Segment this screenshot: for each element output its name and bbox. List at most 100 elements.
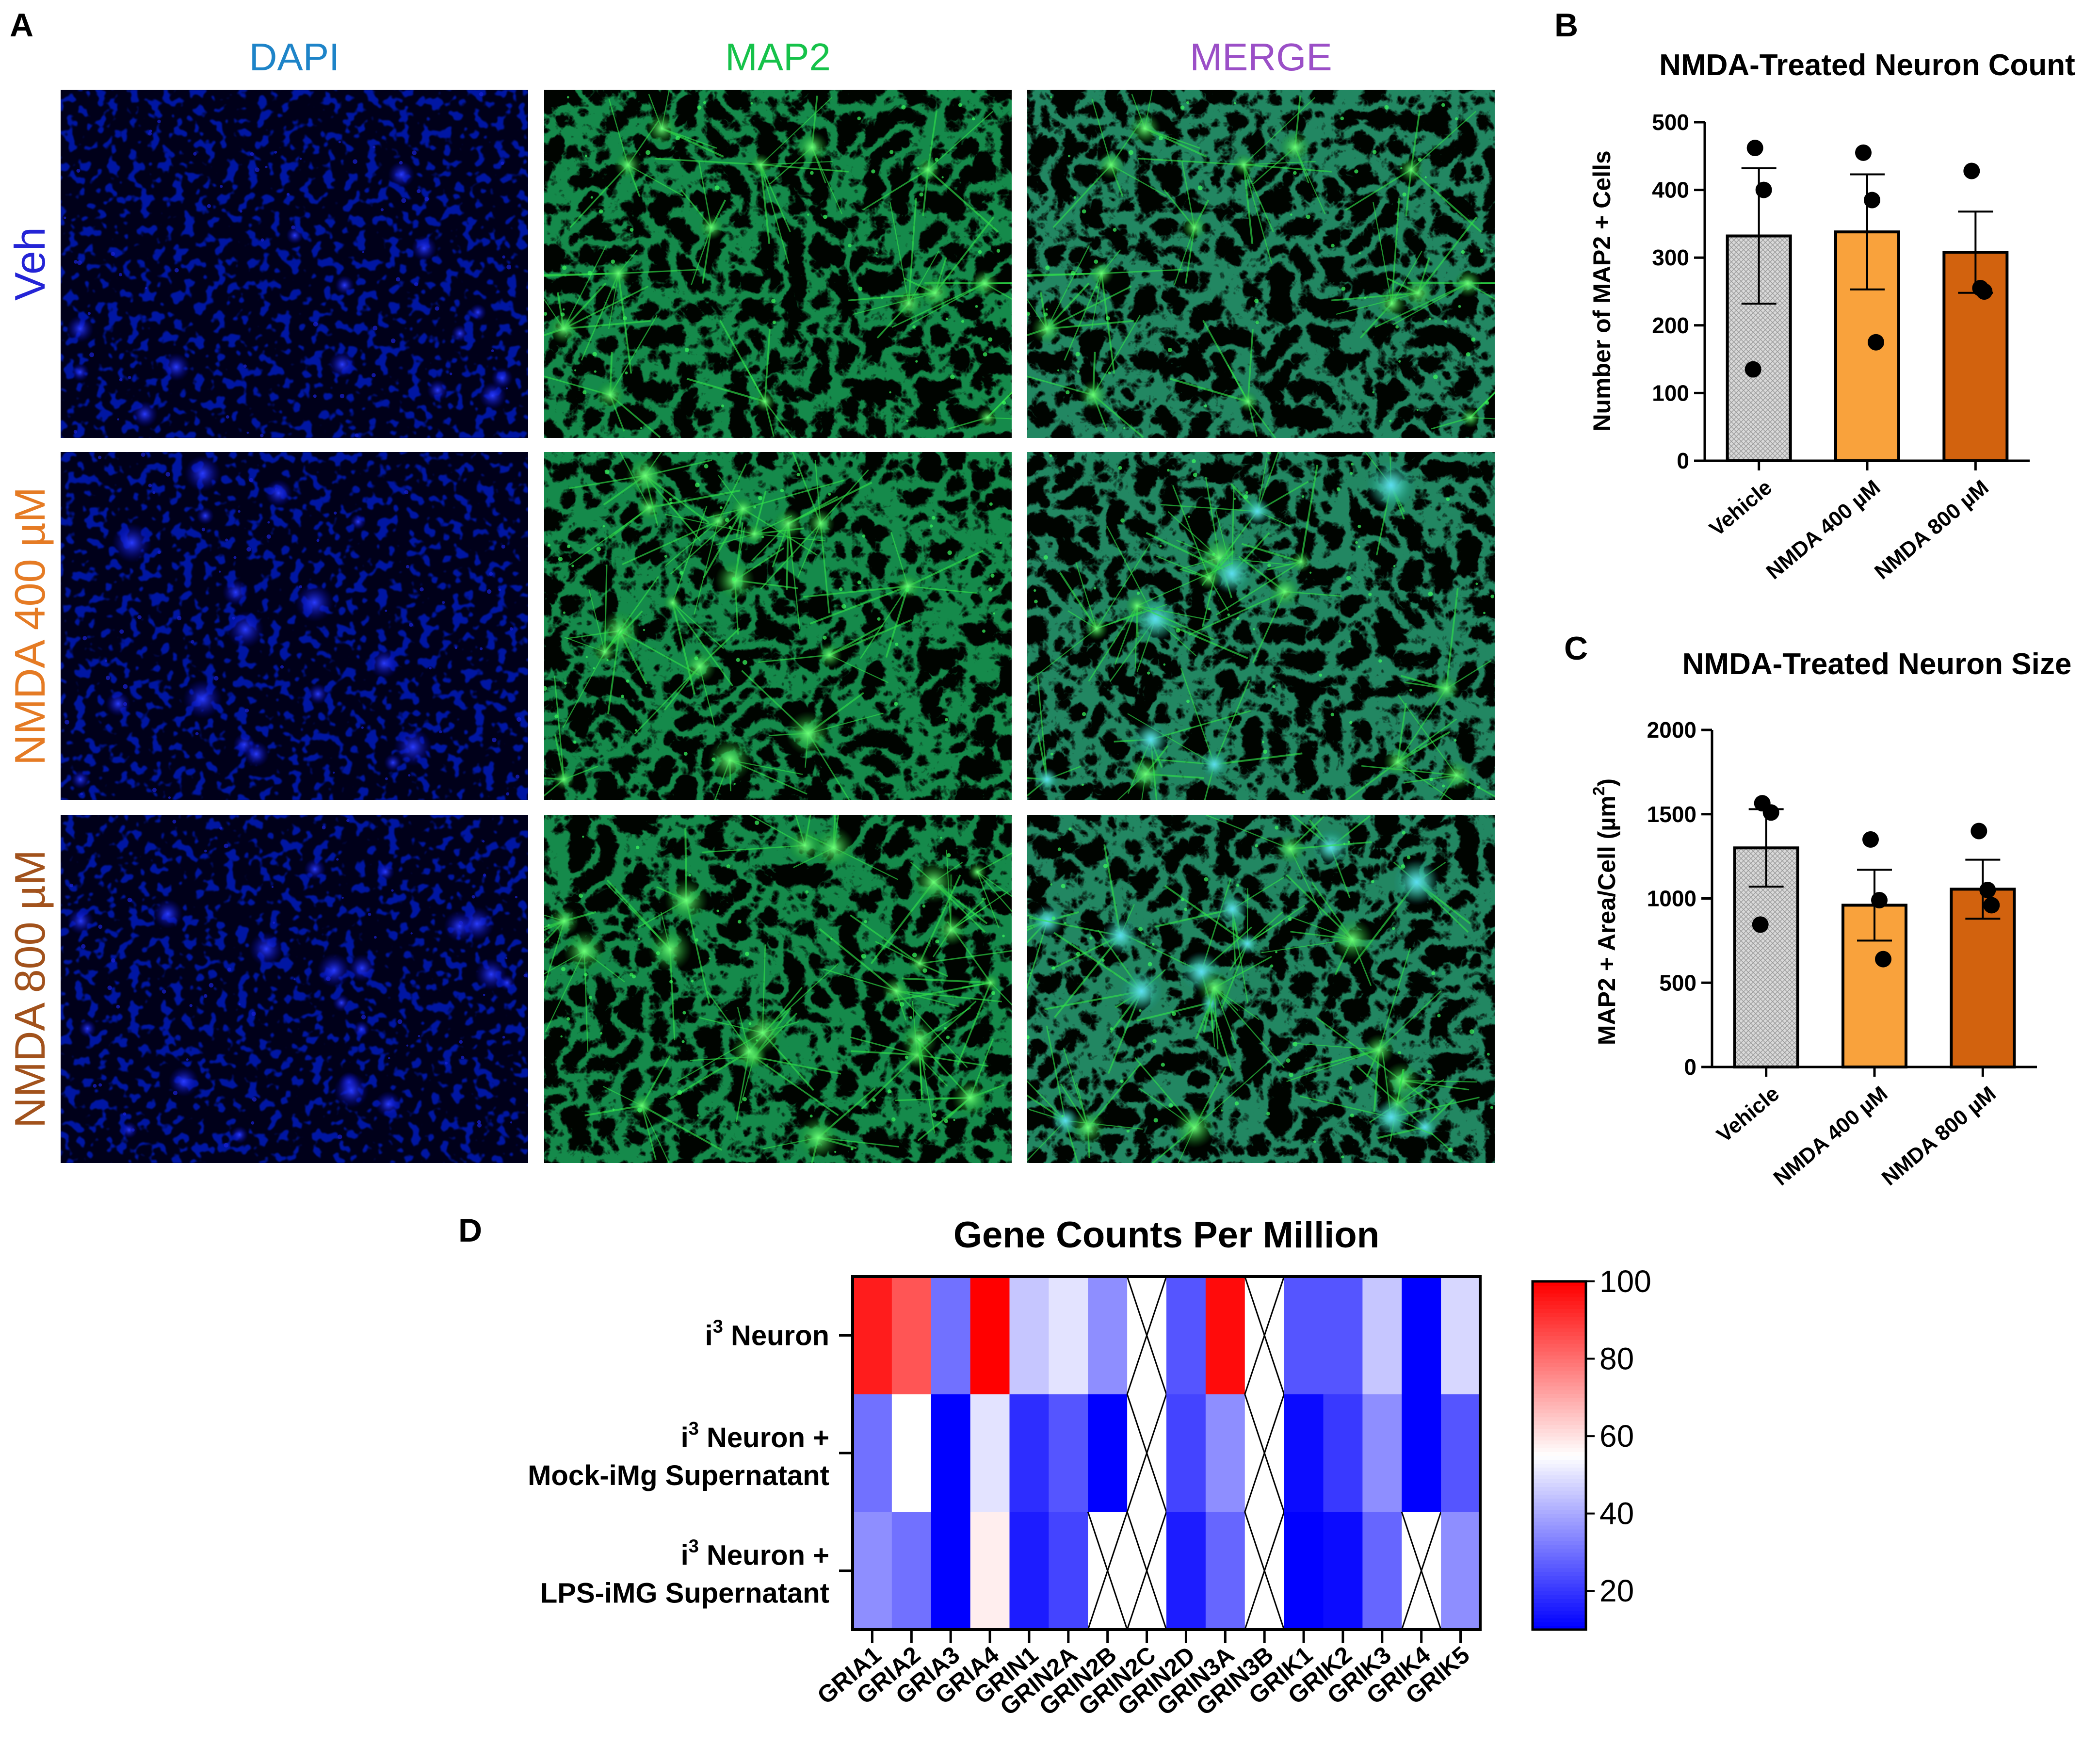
colorbar-step — [1533, 1320, 1586, 1325]
colorbar-step — [1533, 1560, 1586, 1565]
heatmap-cell — [1049, 1277, 1088, 1395]
colorbar-step — [1533, 1575, 1586, 1580]
colorbar-step — [1533, 1382, 1586, 1387]
colorbar-step — [1533, 1428, 1586, 1433]
heatmap-cell — [1362, 1394, 1402, 1512]
chart-c-ylabel-main: MAP2 + Area/Cell (µm — [1593, 795, 1620, 1045]
heatmap-cell — [1323, 1512, 1363, 1630]
empty-cross — [1244, 1511, 1285, 1630]
y-tick-label: 1000 — [1647, 886, 1696, 911]
heatmap-colorbar: 20 40 60 80 100 — [1531, 1264, 1651, 1631]
colorbar-step — [1533, 1564, 1586, 1568]
y-tick-label: 500 — [1652, 110, 1689, 135]
heatmap-cell — [1362, 1512, 1402, 1630]
colorbar-step — [1533, 1424, 1586, 1429]
heatmap-cell — [1166, 1512, 1206, 1630]
colorbar-step — [1533, 1533, 1586, 1537]
heatmap-cell — [1402, 1394, 1441, 1512]
heatmap-cell — [891, 1277, 932, 1395]
y-tick-label: 2000 — [1647, 717, 1696, 743]
micrograph-r2-c2 — [544, 452, 1012, 800]
micrograph-r1-c3 — [1027, 90, 1495, 438]
heatmap-cell — [931, 1277, 971, 1395]
row-label-text: Neuron + — [699, 1422, 829, 1454]
colorbar-step — [1533, 1544, 1586, 1549]
colorbar-step — [1533, 1599, 1586, 1603]
row-label-1: Veh — [6, 227, 54, 301]
empty-cross — [1244, 1276, 1285, 1395]
colorbar-step — [1533, 1413, 1586, 1418]
colorbar-tick-label: 40 — [1599, 1496, 1634, 1531]
x-tick-label: NMDA 800 µM — [1870, 475, 1993, 584]
colorbar-step — [1533, 1335, 1586, 1340]
heatmap-cell — [1205, 1394, 1245, 1512]
colorbar-step — [1533, 1285, 1586, 1290]
heatmap-cell — [1205, 1512, 1245, 1630]
colorbar-step — [1533, 1583, 1586, 1588]
y-tick-label: 300 — [1652, 245, 1689, 270]
heatmap-cell — [931, 1512, 971, 1630]
micrograph-r1-c1 — [61, 90, 528, 438]
data-point — [1871, 891, 1888, 908]
heatmap-cell — [1284, 1512, 1324, 1630]
colorbar-step — [1533, 1378, 1586, 1383]
heatmap-cell — [1049, 1394, 1088, 1512]
heatmap-cell — [1402, 1277, 1441, 1395]
colorbar-step — [1533, 1556, 1586, 1561]
colorbar-step — [1533, 1521, 1586, 1526]
colorbar-tick-label: 20 — [1599, 1573, 1634, 1608]
heatmap-cell — [1284, 1394, 1324, 1512]
row-label-text: i — [705, 1320, 713, 1351]
colorbar-step — [1533, 1374, 1586, 1379]
panel-c-neuron-size-chart: C NMDA-Treated Neuron Size MAP2 + Area/C… — [1564, 630, 2071, 1190]
colorbar-step — [1533, 1440, 1586, 1445]
row-label-3: NMDA 800 µM — [6, 850, 54, 1128]
heatmap-cell — [931, 1394, 971, 1512]
heatmap-cell — [1088, 1277, 1128, 1395]
data-point — [1963, 162, 1980, 179]
panel-a-micrographs: A DAPI MAP2 MERGE Veh NMDA 400 µM NMDA 800 µ… — [6, 7, 1495, 1163]
colorbar-step — [1533, 1448, 1586, 1453]
y-tick-label: 1500 — [1647, 802, 1696, 827]
x-tick-label: NMDA 400 µM — [1762, 475, 1885, 584]
colorbar-step — [1533, 1405, 1586, 1410]
y-tick-label: 0 — [1677, 448, 1689, 473]
data-point — [1971, 823, 1987, 840]
column-label-map2: MAP2 — [725, 35, 831, 79]
colorbar-step — [1533, 1347, 1586, 1352]
colorbar-step — [1533, 1610, 1586, 1615]
colorbar-step — [1533, 1498, 1586, 1503]
data-point — [1868, 334, 1884, 351]
heatmap-cell — [1166, 1394, 1206, 1512]
y-tick-label: 400 — [1652, 178, 1689, 203]
heatmap-cell — [853, 1394, 892, 1512]
heatmap-cell — [1088, 1394, 1128, 1512]
data-point — [1862, 831, 1879, 848]
x-tick-label: NMDA 800 µM — [1877, 1082, 2001, 1190]
colorbar-step — [1533, 1455, 1586, 1460]
heatmap-cell — [1323, 1394, 1363, 1512]
panel-b-neuron-count-chart: B NMDA-Treated Neuron Count Number of MA… — [1554, 7, 2075, 584]
colorbar-step — [1533, 1459, 1586, 1464]
colorbar-step — [1533, 1316, 1586, 1321]
heatmap-cell — [1441, 1394, 1481, 1512]
colorbar-step — [1533, 1568, 1586, 1572]
empty-cross — [1126, 1394, 1167, 1512]
heatmap-cell — [891, 1394, 932, 1512]
panel-a-letter: A — [10, 7, 33, 44]
heatmap-cell — [1049, 1512, 1088, 1630]
colorbar-step — [1533, 1471, 1586, 1475]
colorbar-step — [1533, 1579, 1586, 1584]
chart-c-ylabel-sup: 2 — [1590, 787, 1608, 796]
row-label-text: i — [681, 1422, 689, 1454]
colorbar-tick-label: 60 — [1599, 1419, 1634, 1454]
colorbar-step — [1533, 1312, 1586, 1317]
panel-a-image-grid — [61, 90, 1495, 1163]
colorbar-step — [1533, 1386, 1586, 1390]
heatmap-cell — [1166, 1277, 1206, 1395]
colorbar-step — [1533, 1409, 1586, 1414]
chart-c-ylabel-end: ) — [1593, 778, 1620, 787]
colorbar-step — [1533, 1436, 1586, 1441]
